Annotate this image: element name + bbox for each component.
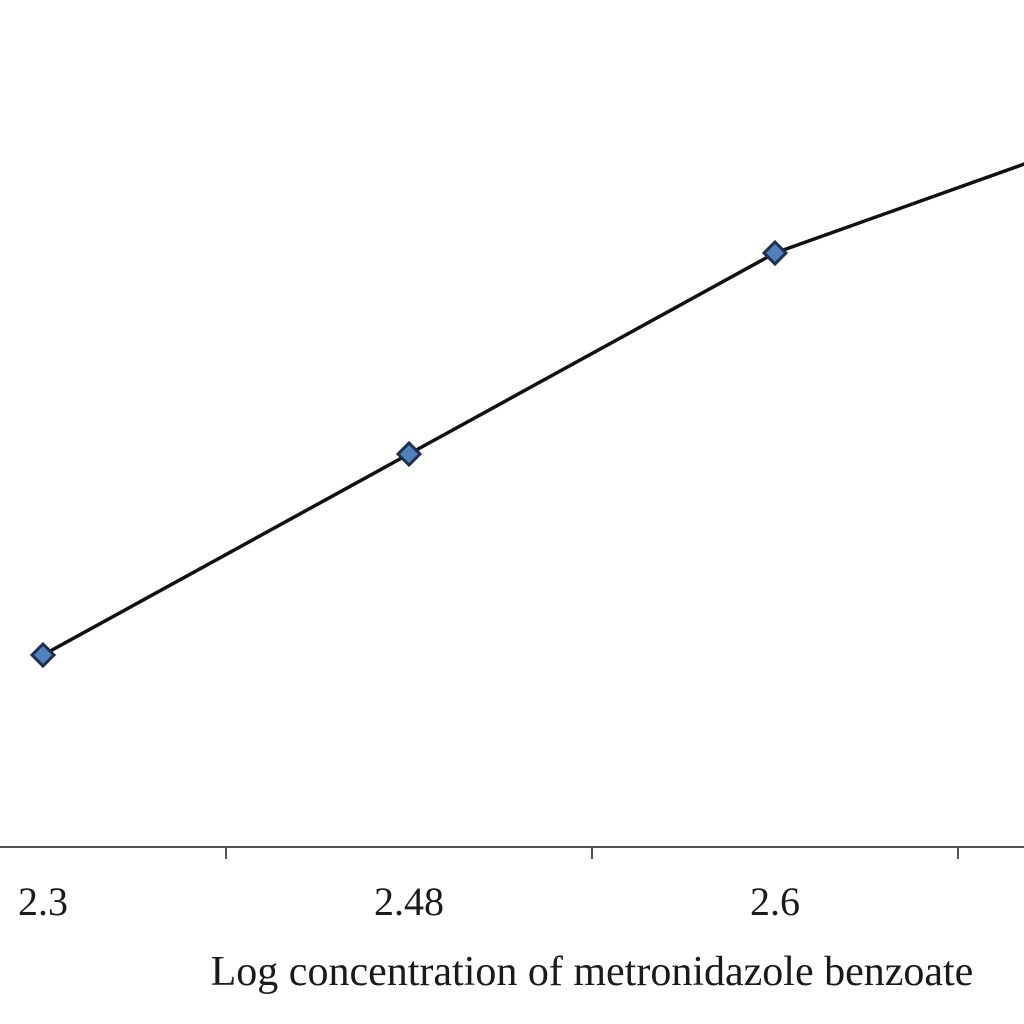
- data-point: [395, 440, 423, 468]
- series-line: [42, 162, 1024, 657]
- x-tick-label: 2.3: [18, 879, 68, 924]
- x-tick-label: 2.6: [750, 879, 800, 924]
- data-point: [29, 641, 57, 669]
- x-axis-ticks: [225, 847, 959, 859]
- data-point: [761, 239, 789, 267]
- x-tick-label: 2.48: [374, 879, 444, 924]
- x-axis-title: Log concentration of metronidazole benzo…: [211, 949, 974, 995]
- data-markers: [29, 239, 789, 669]
- x-axis-tick-labels: 2.3 2.48 2.6: [18, 879, 800, 924]
